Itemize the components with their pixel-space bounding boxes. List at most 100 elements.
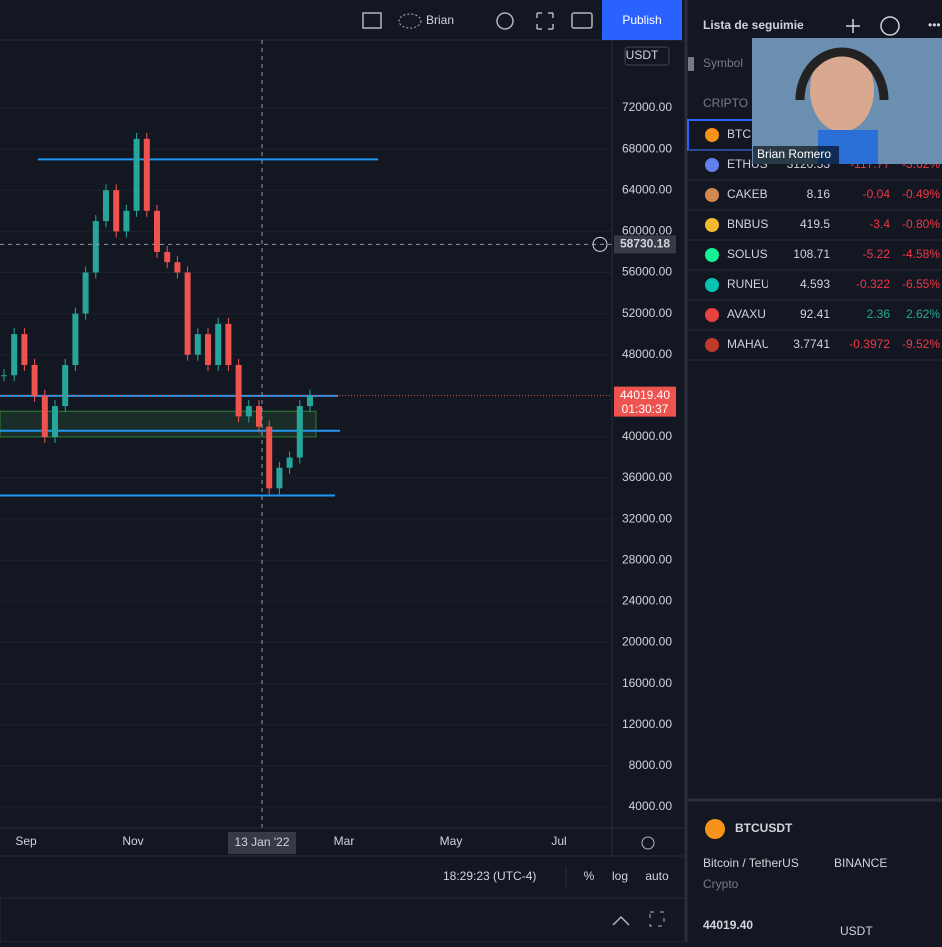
- settings-button[interactable]: [496, 12, 514, 30]
- currency[interactable]: USDT: [626, 48, 659, 62]
- log-toggle[interactable]: log: [612, 869, 628, 883]
- row-last: 108.71: [793, 247, 830, 261]
- symbol-mask: [768, 333, 774, 357]
- row-symbol[interactable]: MAHAU: [727, 337, 770, 351]
- settings-button[interactable]: [641, 836, 655, 850]
- webcam-label-bg: [753, 146, 839, 164]
- countdown: 01:30:37: [622, 402, 669, 416]
- chart: 72000.00 68000.00 64000.00 60000.00 56000.00…: [0, 40, 676, 854]
- collapse-button[interactable]: [612, 915, 630, 926]
- candle: [103, 190, 109, 222]
- coin-icon: [705, 338, 719, 352]
- row-last: 4.593: [800, 277, 830, 291]
- y-tick-label: 8000.00: [629, 758, 673, 772]
- symbol-mask: [768, 153, 774, 177]
- candle: [245, 406, 252, 417]
- symbol-mask: [768, 303, 774, 327]
- currency-button[interactable]: [624, 46, 670, 66]
- candle: [82, 272, 89, 314]
- row-symbol[interactable]: SOLUS: [727, 247, 768, 261]
- x-tick-label: Sep: [15, 834, 37, 848]
- row-change-pct: -0.80%: [902, 217, 940, 231]
- candle: [21, 334, 28, 365]
- add-symbol[interactable]: [846, 19, 860, 33]
- details-unit: USDT: [840, 924, 873, 938]
- snapshot-button[interactable]: [571, 12, 593, 29]
- candle: [72, 313, 79, 365]
- row-symbol[interactable]: BNBUS: [727, 217, 768, 231]
- fullscreen-button[interactable]: [536, 12, 554, 30]
- publish-label[interactable]: Publish: [622, 13, 661, 27]
- details-category: Crypto: [703, 877, 739, 891]
- bottom-panel: [0, 897, 687, 943]
- candle: [11, 334, 18, 376]
- x-tick-label: Mar: [334, 834, 355, 848]
- candle: [194, 334, 201, 355]
- candle: [143, 138, 150, 211]
- y-tick-label: 56000.00: [622, 265, 672, 279]
- row-change-pct: -9.52%: [902, 337, 940, 351]
- coin-icon: [705, 188, 719, 202]
- webcam-face: [810, 48, 874, 132]
- candle: [62, 364, 69, 407]
- candle: [296, 406, 303, 458]
- maximize-button[interactable]: [649, 911, 665, 927]
- candle: [235, 364, 242, 417]
- row-symbol[interactable]: RUNEU: [727, 277, 770, 291]
- candle: [266, 426, 273, 489]
- cloud-icon: [398, 13, 422, 29]
- date-label: 13 Jan '22: [234, 835, 289, 849]
- coin-icon: [705, 248, 719, 262]
- x-tick-label: May: [440, 834, 463, 848]
- candle: [205, 334, 211, 365]
- candle: [41, 395, 48, 437]
- candle: [1, 375, 7, 377]
- row-change-pct: -6.55%: [902, 277, 940, 291]
- webcam-headset: [795, 47, 889, 101]
- auto-toggle[interactable]: auto: [645, 869, 669, 883]
- row-last: 8.16: [807, 187, 831, 201]
- row-change: -0.322: [856, 277, 890, 291]
- price-label: 44019.40: [620, 388, 670, 402]
- section-label: CRIPTO: [703, 96, 748, 110]
- price-label-bg: [614, 386, 676, 417]
- y-tick-label: 36000.00: [622, 470, 672, 484]
- row-symbol[interactable]: CAKEB: [727, 187, 768, 201]
- row-last: 3.7741: [793, 337, 830, 351]
- row-change-pct: 2.62%: [906, 307, 940, 321]
- row-change: -5.22: [863, 247, 891, 261]
- candle: [174, 262, 181, 273]
- watchlist-title[interactable]: Lista de seguimie: [703, 18, 804, 32]
- candle: [92, 221, 99, 273]
- layout-button[interactable]: [362, 12, 382, 29]
- candle: [256, 406, 262, 427]
- candle: [225, 323, 232, 365]
- candle: [307, 395, 313, 407]
- candle: [286, 457, 293, 468]
- crosshair-label: 58730.18: [620, 237, 670, 251]
- publish-button[interactable]: [602, 0, 682, 40]
- y-tick-label: 40000.00: [622, 429, 672, 443]
- row-symbol[interactable]: BTC: [727, 127, 751, 141]
- details-pair: Bitcoin / TetherUS: [703, 856, 799, 870]
- y-tick-label: 32000.00: [622, 511, 672, 525]
- clock: 18:29:23 (UTC-4): [443, 869, 536, 883]
- row-symbol[interactable]: AVAXU: [727, 307, 766, 321]
- candle: [276, 467, 283, 489]
- chart-button[interactable]: [880, 16, 900, 36]
- coin-icon: [705, 128, 719, 142]
- more-button[interactable]: •••: [928, 18, 941, 32]
- percent-toggle[interactable]: %: [584, 869, 595, 883]
- details-price: 44019.40: [703, 918, 753, 932]
- candle: [52, 406, 58, 437]
- y-tick-label: 60000.00: [622, 224, 672, 238]
- coin-icon: [705, 308, 719, 322]
- symbol-mask: [768, 183, 774, 207]
- row-last: 419.5: [800, 217, 830, 231]
- user-name[interactable]: Brian: [426, 13, 454, 27]
- candle: [164, 251, 171, 263]
- add-alert[interactable]: [592, 236, 608, 252]
